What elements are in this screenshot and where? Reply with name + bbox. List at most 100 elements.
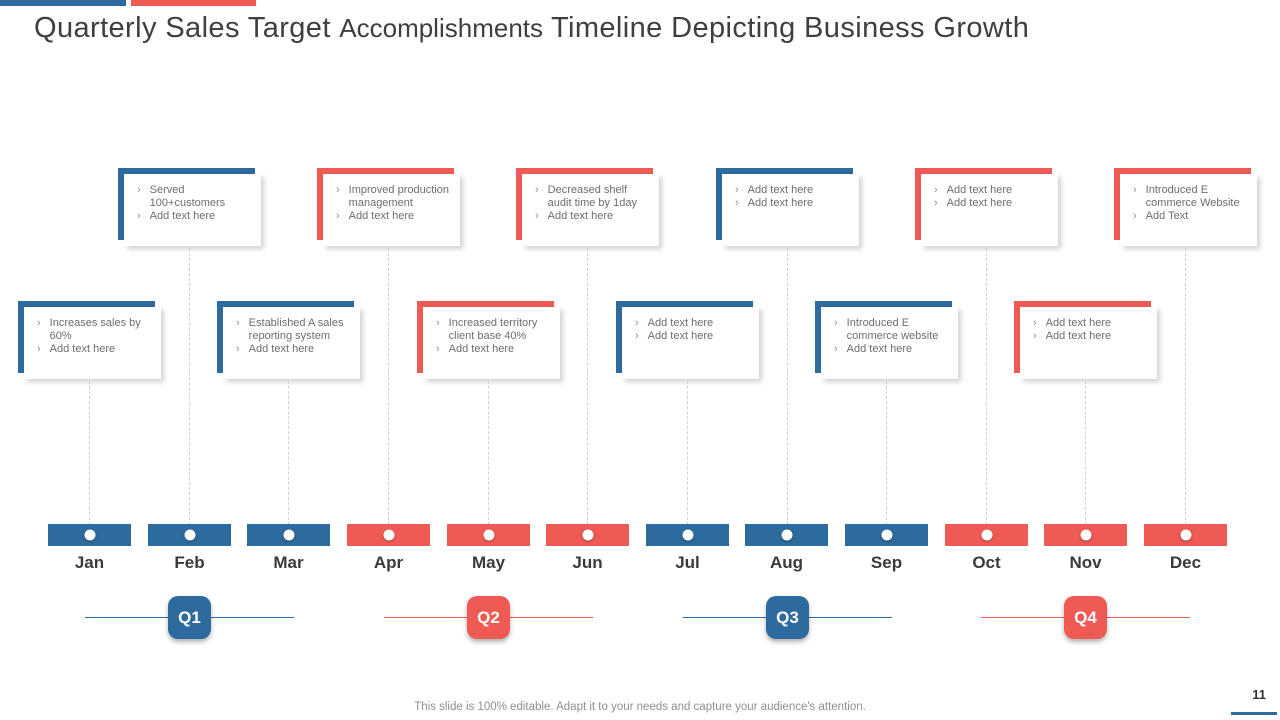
timeline-dot (283, 529, 294, 541)
connector-line (1085, 381, 1086, 535)
chevron-bullet-icon: › (236, 317, 240, 329)
callout-text: Add text here (448, 343, 515, 355)
title-segment: Quarterly Sales Target (34, 12, 331, 44)
connector-line (787, 248, 788, 535)
connector-line (288, 381, 289, 535)
callout-text: Add text here (846, 343, 913, 355)
connector-line (587, 248, 588, 535)
chevron-bullet-icon: › (934, 197, 938, 209)
quarter-badge-q2[interactable]: Q2 (467, 596, 510, 639)
page-title[interactable]: Quarterly Sales Target Accomplishments T… (34, 8, 1224, 49)
month-label: Sep (870, 553, 903, 572)
callout-text: Add text here (348, 210, 415, 222)
chevron-bullet-icon: › (137, 210, 141, 222)
callout-oct[interactable]: › Add text here › Add text here (915, 168, 1058, 246)
month-label: Mar (273, 553, 304, 572)
chevron-bullet-icon: › (37, 317, 41, 329)
callout-text: Add Text (1145, 210, 1189, 222)
callout-jan[interactable]: › Increases sales by 60% › Add text here (18, 301, 161, 379)
month-label: Dec (1169, 553, 1202, 572)
chevron-bullet-icon: › (834, 317, 838, 329)
month-bar-jun[interactable] (546, 524, 629, 546)
timeline-dot (1180, 529, 1191, 541)
timeline-dot (981, 529, 992, 541)
callout-text: Introduced E commerce Website (1145, 184, 1240, 209)
month-label: Apr (373, 553, 404, 572)
connector-line (89, 381, 90, 535)
callout-jul[interactable]: › Add text here › Add text here (616, 301, 759, 379)
callout-text: Increases sales by 60% (49, 317, 141, 342)
chevron-bullet-icon: › (1133, 184, 1137, 196)
footer-note: This slide is 100% editable. Adapt it to… (414, 701, 866, 713)
month-bar-oct[interactable] (945, 524, 1028, 546)
month-bar-may[interactable] (447, 524, 530, 546)
quarter-badge-q3[interactable]: Q3 (766, 596, 809, 639)
chevron-bullet-icon: › (535, 184, 539, 196)
callout-text: Add text here (946, 197, 1013, 209)
callout-text: Decreased shelf audit time by 1day (547, 184, 637, 209)
callout-text: Add text here (149, 210, 216, 222)
connector-line (886, 381, 887, 535)
chevron-bullet-icon: › (336, 184, 340, 196)
page-number-underline (1231, 712, 1277, 715)
callout-text: Add text here (1045, 317, 1112, 329)
chevron-bullet-icon: › (934, 184, 938, 196)
month-bar-nov[interactable] (1044, 524, 1127, 546)
month-label: May (471, 553, 506, 572)
callout-text: Add text here (49, 343, 116, 355)
month-bar-feb[interactable] (148, 524, 231, 546)
connector-line (986, 248, 987, 535)
connector-line (189, 248, 190, 535)
chevron-bullet-icon: › (1033, 330, 1037, 342)
month-bar-sep[interactable] (845, 524, 928, 546)
connector-line (1185, 248, 1186, 535)
connector-line (687, 381, 688, 535)
connector-line (388, 248, 389, 535)
timeline-dot (483, 529, 494, 541)
chevron-bullet-icon: › (735, 197, 739, 209)
month-bar-aug[interactable] (745, 524, 828, 546)
month-label: Oct (972, 553, 1001, 572)
callout-sep[interactable]: › Introduced E commerce website › Add text… (815, 301, 958, 379)
timeline-dot (682, 529, 693, 541)
callout-apr[interactable]: › Improved production management › Add tex… (317, 168, 460, 246)
callout-text: Served 100+customers (149, 184, 226, 209)
month-label: Aug (769, 553, 804, 572)
callout-nov[interactable]: › Add text here › Add text here (1014, 301, 1157, 379)
month-label: Jul (675, 553, 700, 572)
quarter-badge-q4[interactable]: Q4 (1064, 596, 1107, 639)
callout-text: Add text here (248, 343, 315, 355)
callout-mar[interactable]: › Established A sales reporting system › A… (217, 301, 360, 379)
month-bar-apr[interactable] (347, 524, 430, 546)
month-bar-mar[interactable] (247, 524, 330, 546)
chevron-bullet-icon: › (635, 330, 639, 342)
callout-text: Add text here (747, 197, 814, 209)
callout-text: Introduced E commerce website (846, 317, 939, 342)
quarter-badge-q1[interactable]: Q1 (168, 596, 211, 639)
callout-dec[interactable]: › Introduced E commerce Website › Add Text (1114, 168, 1257, 246)
month-label: Jan (74, 553, 105, 572)
callout-text: Add text here (946, 184, 1013, 196)
month-bar-dec[interactable] (1144, 524, 1227, 546)
chevron-bullet-icon: › (436, 317, 440, 329)
month-bar-jan[interactable] (48, 524, 131, 546)
title-segment: Accomplishments (339, 13, 543, 43)
page-number: 11 (1252, 687, 1266, 702)
timeline-dot (184, 529, 195, 541)
chevron-bullet-icon: › (336, 210, 340, 222)
month-bar-jul[interactable] (646, 524, 729, 546)
chevron-bullet-icon: › (1033, 317, 1037, 329)
callout-feb[interactable]: › Served 100+customers › Add text here (118, 168, 261, 246)
timeline-dot (383, 529, 394, 541)
callout-text: Add text here (647, 317, 714, 329)
callout-text: Add text here (647, 330, 714, 342)
callout-jun[interactable]: › Decreased shelf audit time by 1day › Add… (516, 168, 659, 246)
callout-text: Established A sales reporting system (248, 317, 344, 342)
callout-may[interactable]: › Increased territory client base 40% › Ad… (417, 301, 560, 379)
timeline-dot (84, 529, 95, 541)
chevron-bullet-icon: › (137, 184, 141, 196)
chevron-bullet-icon: › (1133, 210, 1137, 222)
callout-aug[interactable]: › Add text here › Add text here (716, 168, 859, 246)
month-label: Jun (572, 553, 603, 572)
callout-text: Improved production management (348, 184, 449, 209)
